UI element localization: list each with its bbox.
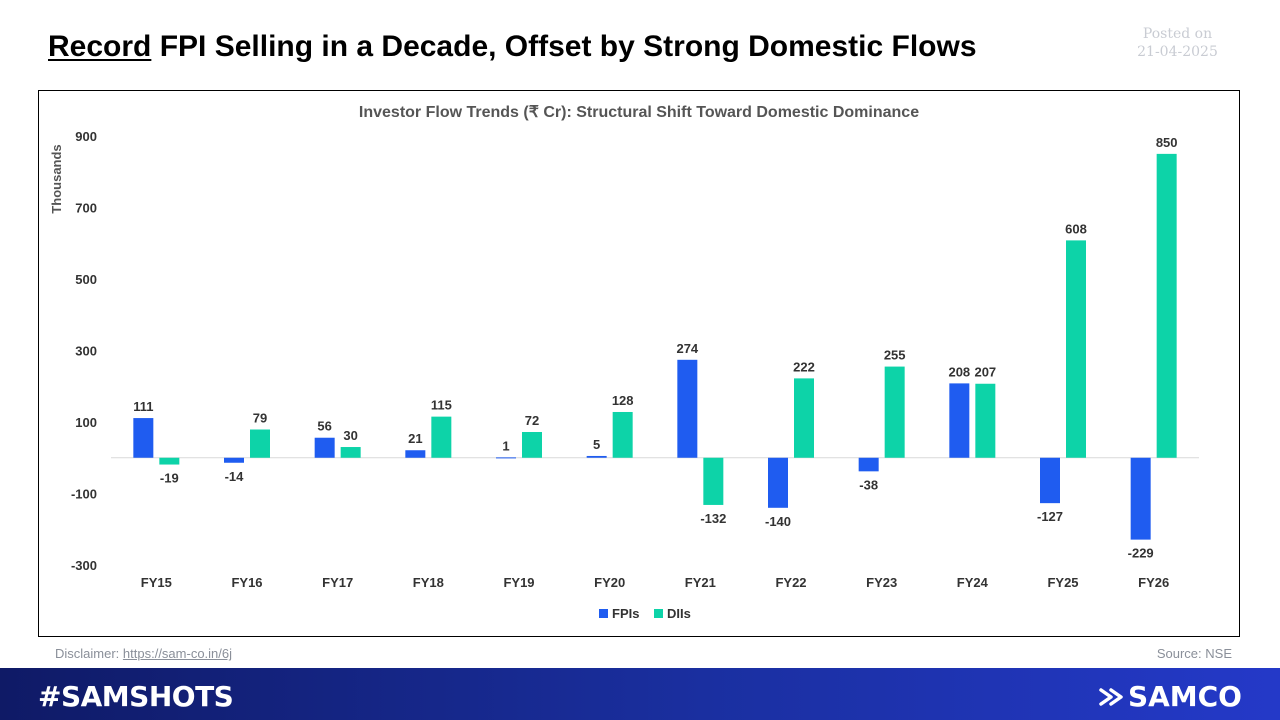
legend-label-fpis: FPIs: [612, 606, 639, 621]
bar-diis: [431, 416, 452, 458]
data-label-diis: 72: [525, 413, 539, 428]
y-tick-label: -300: [71, 558, 97, 573]
bar-diis: [975, 383, 996, 458]
x-tick-label: FY17: [322, 575, 353, 590]
posted-date: 21-04-2025: [1137, 44, 1218, 60]
bar-fpis: [677, 359, 698, 458]
data-label-fpis: 1: [502, 438, 509, 453]
bar-diis: [794, 378, 814, 458]
posted-label: Posted on: [1142, 26, 1213, 42]
data-label-fpis: 274: [676, 341, 698, 356]
flow-chart: Investor Flow Trends (₹ Cr): Structural …: [49, 104, 1199, 621]
bar-fpis: [314, 437, 335, 458]
y-tick-label: 900: [75, 129, 97, 144]
x-tick-label: FY21: [685, 575, 716, 590]
bar-fpis: [1040, 457, 1060, 504]
data-label-diis: 850: [1156, 135, 1178, 150]
data-label-diis: 608: [1065, 221, 1087, 236]
bar-fpis: [224, 457, 244, 463]
bar-fpis: [949, 383, 970, 458]
bar-diis: [884, 366, 905, 458]
bar-fpis: [133, 418, 154, 458]
bar-diis: [159, 457, 180, 465]
data-label-fpis: 56: [317, 419, 331, 434]
x-tick-label: FY22: [775, 575, 806, 590]
bar-diis: [1066, 240, 1086, 458]
x-tick-label: FY23: [866, 575, 897, 590]
legend-swatch-diis: [654, 609, 663, 618]
bar-fpis: [768, 457, 788, 508]
data-label-diis: 207: [974, 365, 996, 380]
data-label-fpis: -140: [765, 514, 791, 529]
data-label-diis: 222: [793, 359, 815, 374]
x-tick-label: FY19: [503, 575, 534, 590]
y-axis-label: Thousands: [49, 144, 64, 213]
data-label-diis: -132: [700, 511, 726, 526]
chart-container: Investor Flow Trends (₹ Cr): Structural …: [38, 90, 1240, 637]
data-label-fpis: -38: [859, 477, 878, 492]
bar-fpis: [496, 457, 516, 459]
y-tick-label: 100: [75, 415, 97, 430]
brand-name: SAMCO: [1127, 680, 1242, 713]
data-label-diis: 30: [343, 428, 357, 443]
legend-swatch-fpis: [599, 609, 608, 618]
x-tick-label: FY16: [231, 575, 262, 590]
samco-logo-icon: [1099, 687, 1123, 706]
bar-fpis: [405, 450, 426, 458]
y-tick-label: 500: [75, 272, 97, 287]
data-label-diis: 255: [884, 348, 906, 363]
bar-fpis: [1130, 457, 1151, 540]
disclaimer-label: Disclaimer:: [55, 646, 123, 661]
data-label-diis: 128: [612, 393, 634, 408]
data-label-fpis: -229: [1128, 546, 1154, 561]
bar-fpis: [858, 457, 879, 472]
bar-diis: [522, 432, 542, 458]
y-tick-label: 700: [75, 201, 97, 216]
disclaimer: Disclaimer: https://sam-co.in/6j: [55, 646, 232, 661]
page-title-rest: FPI Selling in a Decade, Offset by Stron…: [151, 30, 977, 63]
data-label-fpis: 111: [133, 399, 153, 414]
x-tick-label: FY24: [957, 575, 989, 590]
disclaimer-link[interactable]: https://sam-co.in/6j: [122, 646, 233, 661]
x-tick-label: FY20: [594, 575, 625, 590]
y-tick-label: -100: [71, 487, 97, 502]
hashtag-label: #SAMSHOTS: [38, 680, 234, 713]
chart-title: Investor Flow Trends (₹ Cr): Structural …: [359, 104, 919, 121]
source-note: Source: NSE: [1156, 646, 1232, 661]
x-tick-label: FY26: [1138, 575, 1169, 590]
y-tick-label: 300: [75, 344, 97, 359]
data-label-fpis: 5: [593, 437, 600, 452]
brand-logo: SAMCO: [1098, 680, 1242, 713]
page-title-underlined: Record: [48, 30, 152, 63]
data-label-fpis: -14: [225, 469, 245, 484]
data-label-diis: 79: [253, 411, 267, 426]
posted-date-block: Posted on 21-04-2025: [1110, 25, 1245, 61]
x-tick-label: FY18: [413, 575, 444, 590]
footer-banner: #SAMSHOTS SAMCO: [0, 668, 1280, 720]
data-label-fpis: 208: [948, 364, 970, 379]
bar-fpis: [586, 455, 607, 458]
bar-diis: [340, 447, 361, 458]
legend-label-diis: DIIs: [667, 606, 691, 621]
data-label-fpis: -127: [1037, 509, 1063, 524]
bar-diis: [250, 429, 270, 458]
data-label-diis: -19: [160, 471, 179, 486]
page-title: Record FPI Selling in a Decade, Offset b…: [48, 30, 977, 64]
bar-diis: [1156, 153, 1177, 458]
data-label-diis: 115: [431, 398, 452, 413]
x-tick-label: FY15: [141, 575, 172, 590]
data-label-fpis: 21: [408, 431, 422, 446]
bar-diis: [703, 457, 724, 505]
x-tick-label: FY25: [1047, 575, 1078, 590]
bar-diis: [612, 411, 633, 458]
